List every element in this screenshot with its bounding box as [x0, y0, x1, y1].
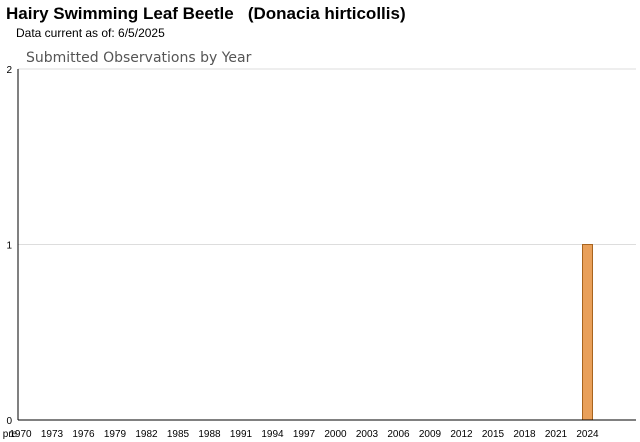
y-tick-label: 2 [6, 65, 12, 76]
x-tick-label: 1988 [198, 429, 221, 440]
grid-lines [18, 68, 636, 245]
x-tick-label: 2021 [545, 429, 568, 440]
x-tick-label: pre [3, 429, 18, 440]
x-tick-label: 2003 [356, 429, 379, 440]
y-tick-label: 0 [6, 416, 12, 427]
x-tick-label: 2018 [513, 429, 536, 440]
x-tick-label: 2006 [387, 429, 410, 440]
axes [17, 69, 636, 421]
x-tick-label: 1973 [41, 429, 64, 440]
y-tick-labels: 0 1 2 [6, 65, 12, 427]
x-tick-label: 2015 [482, 429, 505, 440]
y-tick-label: 1 [6, 241, 12, 252]
x-tick-label: 1970 [9, 429, 32, 440]
x-tick-label: 2000 [324, 429, 347, 440]
x-tick-label: 2012 [450, 429, 473, 440]
x-tick-label: 1979 [104, 429, 127, 440]
x-tick-label: 1985 [167, 429, 190, 440]
x-tick-label: 1991 [230, 429, 253, 440]
x-tick-label: 2024 [576, 429, 599, 440]
data-current-date: Data current as of: 6/5/2025 [16, 26, 165, 40]
x-tick-label: 1976 [72, 429, 95, 440]
bars [582, 244, 593, 421]
x-tick-label: 1997 [293, 429, 316, 440]
page-title: Hairy Swimming Leaf Beetle (Donacia hirt… [6, 4, 406, 23]
x-tick-label: 1994 [261, 429, 284, 440]
bar-2024[interactable] [582, 244, 593, 421]
chart-title: Submitted Observations by Year [26, 50, 252, 66]
x-tick-label: 1982 [135, 429, 158, 440]
x-tick-label: 2009 [419, 429, 442, 440]
